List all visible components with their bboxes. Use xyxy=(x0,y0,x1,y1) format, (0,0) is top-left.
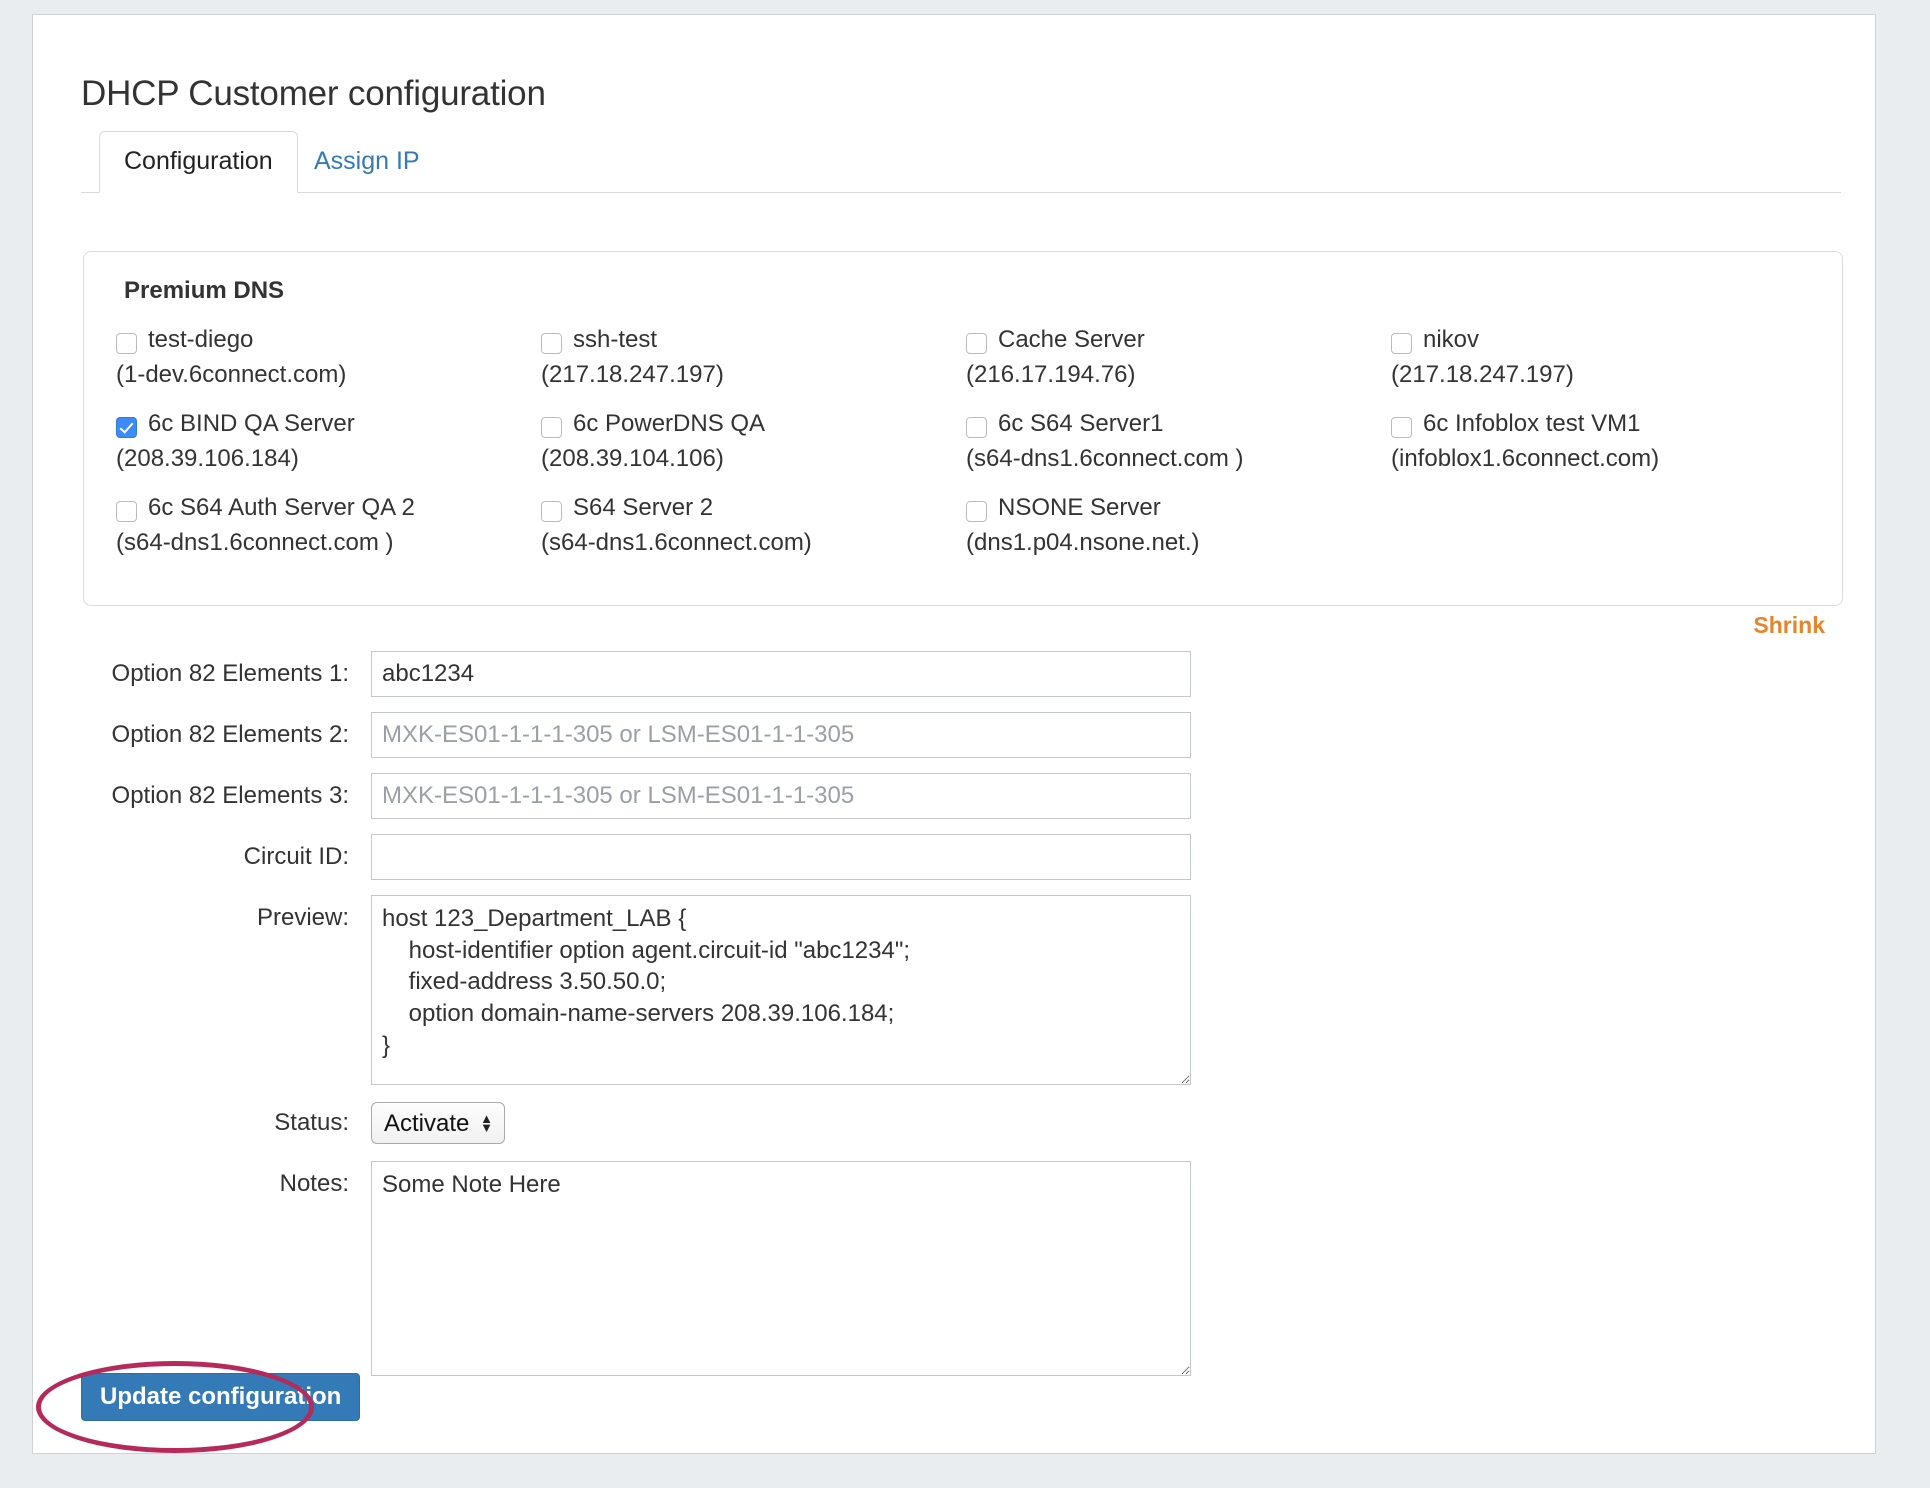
dns-server-item: NSONE Server (dns1.p04.nsone.net.) xyxy=(966,496,1391,580)
field-row-option82-2: Option 82 Elements 2: xyxy=(81,712,1841,758)
dns-server-item: 6c S64 Auth Server QA 2 (s64-dns1.6conne… xyxy=(116,496,541,580)
dns-server-host: (s64-dns1.6connect.com) xyxy=(541,529,812,556)
tab-bar: Configuration Assign IP xyxy=(81,131,1841,193)
dns-server-name: 6c Infoblox test VM1 xyxy=(1423,410,1641,437)
dns-server-name: S64 Server 2 xyxy=(573,494,714,521)
checkbox-cache-server[interactable] xyxy=(966,333,987,354)
status-select[interactable]: Activate xyxy=(371,1102,505,1144)
tab-assign-ip[interactable]: Assign IP xyxy=(289,131,445,193)
dns-server-row: 6c BIND QA Server (208.39.106.184) 6c Po… xyxy=(116,412,1816,496)
dhcp-configuration-panel: DHCP Customer configuration Configuratio… xyxy=(32,14,1876,1454)
tab-assign-ip-label: Assign IP xyxy=(314,147,420,175)
dns-server-item: test-diego (1-dev.6connect.com) xyxy=(116,328,541,412)
status-label: Status: xyxy=(274,1109,349,1136)
dns-server-host: (217.18.247.197) xyxy=(1391,361,1574,388)
dns-server-item: nikov (217.18.247.197) xyxy=(1391,328,1816,412)
option82-1-label: Option 82 Elements 1: xyxy=(111,660,349,687)
notes-textarea[interactable]: Some Note Here xyxy=(371,1161,1191,1376)
tab-configuration-label: Configuration xyxy=(124,147,273,175)
option82-3-input[interactable] xyxy=(371,773,1191,819)
dns-server-item: 6c S64 Server1 (s64-dns1.6connect.com ) xyxy=(966,412,1391,496)
dns-server-item: 6c Infoblox test VM1 (infoblox1.6connect… xyxy=(1391,412,1816,496)
field-row-option82-3: Option 82 Elements 3: xyxy=(81,773,1841,819)
option82-3-label: Option 82 Elements 3: xyxy=(111,782,349,809)
dns-server-item: S64 Server 2 (s64-dns1.6connect.com) xyxy=(541,496,966,580)
checkbox-6c-powerdns-qa[interactable] xyxy=(541,417,562,438)
dns-server-name: NSONE Server xyxy=(998,494,1161,521)
premium-dns-section: Premium DNS test-diego (1-dev.6connect.c… xyxy=(83,251,1843,606)
preview-textarea[interactable]: host 123_Department_LAB { host-identifie… xyxy=(371,895,1191,1085)
dns-server-host: (s64-dns1.6connect.com ) xyxy=(116,529,394,556)
dns-server-item: Cache Server (216.17.194.76) xyxy=(966,328,1391,412)
checkbox-6c-s64-auth-server-qa-2[interactable] xyxy=(116,501,137,522)
dns-server-name: 6c S64 Auth Server QA 2 xyxy=(148,494,415,521)
premium-dns-heading: Premium DNS xyxy=(124,277,285,304)
dns-server-host: (infoblox1.6connect.com) xyxy=(1391,445,1660,472)
checkbox-6c-infoblox-test-vm1[interactable] xyxy=(1391,417,1412,438)
checkbox-nsone-server[interactable] xyxy=(966,501,987,522)
field-row-preview: Preview: host 123_Department_LAB { host-… xyxy=(81,895,1841,1085)
checkbox-nikov[interactable] xyxy=(1391,333,1412,354)
circuit-id-label: Circuit ID: xyxy=(243,843,349,870)
dns-server-item: 6c PowerDNS QA (208.39.104.106) xyxy=(541,412,966,496)
dns-server-host: (208.39.104.106) xyxy=(541,445,724,472)
dns-server-host: (s64-dns1.6connect.com ) xyxy=(966,445,1244,472)
shrink-link[interactable]: Shrink xyxy=(1753,612,1825,638)
field-row-notes: Notes: Some Note Here xyxy=(81,1161,1841,1376)
checkbox-s64-server-2[interactable] xyxy=(541,501,562,522)
field-row-status: Status: Activate ▲ ▼ xyxy=(81,1100,1841,1146)
circuit-id-input[interactable] xyxy=(371,834,1191,880)
dns-server-item-empty xyxy=(1391,496,1816,580)
configuration-form: Option 82 Elements 1: Option 82 Elements… xyxy=(81,651,1841,1391)
status-select-wrap: Activate ▲ ▼ xyxy=(371,1102,505,1144)
field-row-option82-1: Option 82 Elements 1: xyxy=(81,651,1841,697)
option82-1-input[interactable] xyxy=(371,651,1191,697)
dns-server-host: (208.39.106.184) xyxy=(116,445,299,472)
dns-server-name: Cache Server xyxy=(998,326,1145,353)
dns-server-name: 6c BIND QA Server xyxy=(148,410,355,437)
dns-server-host: (1-dev.6connect.com) xyxy=(116,361,347,388)
option82-2-label: Option 82 Elements 2: xyxy=(111,721,349,748)
notes-label: Notes: xyxy=(279,1170,349,1197)
field-row-circuit-id: Circuit ID: xyxy=(81,834,1841,880)
checkbox-ssh-test[interactable] xyxy=(541,333,562,354)
dns-server-name: 6c S64 Server1 xyxy=(998,410,1164,437)
dns-server-item: ssh-test (217.18.247.197) xyxy=(541,328,966,412)
preview-label: Preview: xyxy=(256,904,349,931)
dns-server-name: test-diego xyxy=(148,326,254,353)
checkbox-6c-s64-server1[interactable] xyxy=(966,417,987,438)
dns-server-name: ssh-test xyxy=(573,326,658,353)
checkbox-test-diego[interactable] xyxy=(116,333,137,354)
dns-server-item: 6c BIND QA Server (208.39.106.184) xyxy=(116,412,541,496)
dns-server-host: (217.18.247.197) xyxy=(541,361,724,388)
dns-server-name: 6c PowerDNS QA xyxy=(573,410,766,437)
form-actions: Update configuration xyxy=(81,1373,361,1422)
checkbox-6c-bind-qa-server[interactable] xyxy=(116,417,137,438)
page-title: DHCP Customer configuration xyxy=(81,74,546,114)
update-configuration-button[interactable]: Update configuration xyxy=(81,1373,361,1422)
tab-configuration[interactable]: Configuration xyxy=(99,131,298,193)
dns-server-name: nikov xyxy=(1423,326,1480,353)
dns-server-row: test-diego (1-dev.6connect.com) ssh-test… xyxy=(116,328,1816,412)
dns-server-grid: test-diego (1-dev.6connect.com) ssh-test… xyxy=(116,328,1816,580)
option82-2-input[interactable] xyxy=(371,712,1191,758)
dns-server-host: (dns1.p04.nsone.net.) xyxy=(966,529,1200,556)
dns-server-row: 6c S64 Auth Server QA 2 (s64-dns1.6conne… xyxy=(116,496,1816,580)
dns-server-host: (216.17.194.76) xyxy=(966,361,1136,388)
